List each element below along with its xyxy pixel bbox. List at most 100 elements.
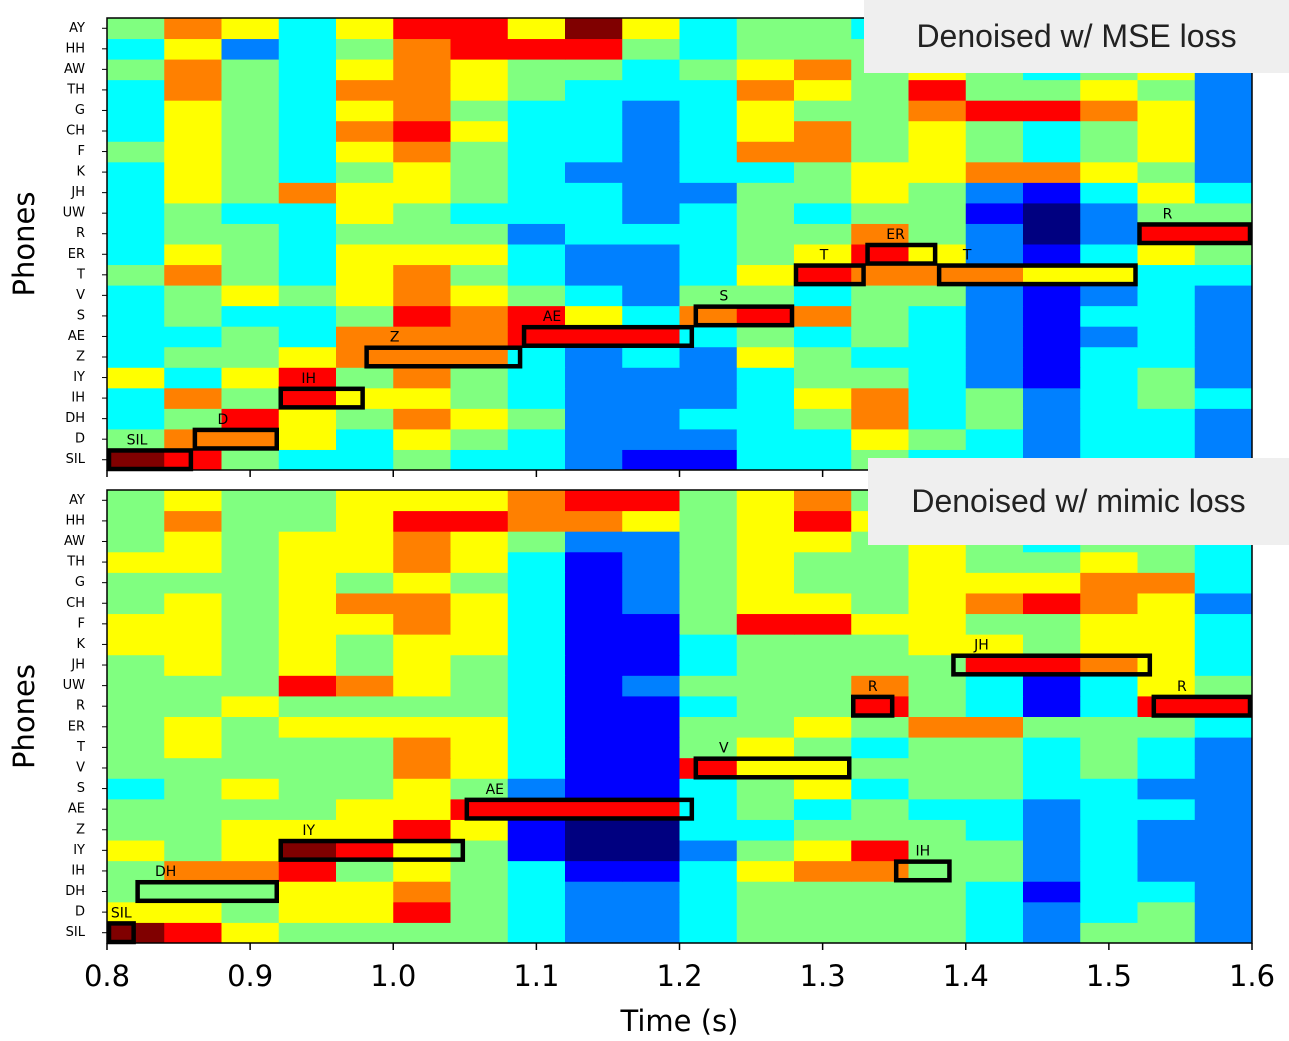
heat-cell [336, 38, 394, 60]
heat-cell [393, 264, 451, 286]
heat-cell [1137, 141, 1196, 163]
heat-cell [908, 881, 967, 903]
heat-cell [622, 695, 680, 717]
heat-cell [965, 305, 1024, 327]
heat-cell [1194, 346, 1253, 368]
heat-cell [565, 922, 623, 944]
y-tick-label: CH [66, 596, 85, 611]
heat-cell [107, 264, 165, 286]
heat-cell [393, 613, 451, 635]
heat-cell [1023, 716, 1081, 738]
heat-cell [450, 428, 509, 450]
heat-cell [278, 840, 337, 862]
heat-cell [565, 408, 623, 430]
heat-cell [164, 18, 222, 40]
x-tick-label: 0.8 [84, 959, 130, 993]
heat-cell [450, 634, 509, 656]
heat-cell [736, 38, 795, 60]
heat-cell [622, 141, 680, 163]
heat-cell [565, 490, 623, 512]
heat-cell [164, 922, 222, 944]
heat-cell [1194, 100, 1253, 122]
heat-cell [393, 285, 451, 307]
x-tick-label: 1.2 [656, 959, 702, 993]
heat-cell [1194, 264, 1253, 286]
heat-cell [221, 79, 280, 101]
y-tick-label: G [75, 575, 85, 590]
heat-cell [507, 285, 566, 307]
heat-cell [507, 634, 566, 656]
heat-cell [965, 202, 1024, 224]
heat-cell [336, 326, 394, 348]
heat-cell [221, 38, 280, 60]
heat-cell [1023, 613, 1081, 635]
heat-cell [622, 510, 680, 532]
heat-cell [565, 654, 623, 676]
heat-cell [1137, 551, 1196, 573]
heat-cell [164, 654, 222, 676]
heat-cell [679, 285, 738, 307]
heat-cell [851, 100, 909, 122]
heat-cell [393, 346, 451, 368]
heat-cell [393, 182, 451, 204]
heat-cell [1080, 326, 1138, 348]
heat-cell [107, 38, 165, 60]
heat-cell [622, 408, 680, 430]
heat-cell [965, 79, 1024, 101]
heat-cell [908, 716, 967, 738]
heat-cell [679, 244, 738, 266]
heat-cell [278, 798, 337, 820]
heat-cell [908, 326, 967, 348]
heat-cell [565, 79, 623, 101]
heat-cell [221, 860, 280, 882]
heat-cell [1023, 572, 1081, 594]
heat-cell [450, 161, 509, 183]
x-tick-label: 1.3 [800, 959, 846, 993]
segment-box [278, 838, 466, 862]
segment-box [893, 859, 952, 883]
heat-cell [221, 141, 280, 163]
heat-cell [336, 716, 394, 738]
heat-cell [393, 244, 451, 266]
heat-cell [1023, 141, 1081, 163]
heat-cell [794, 510, 852, 532]
heat-cell [965, 120, 1024, 142]
heat-cell [908, 757, 967, 779]
heat-cell [507, 244, 566, 266]
heat-cell [278, 551, 337, 573]
heat-cell [164, 572, 222, 594]
heat-cell [736, 654, 795, 676]
heat-cell [507, 798, 566, 820]
y-tick-label: AW [64, 62, 85, 77]
heat-cell [736, 592, 795, 615]
heat-cell [679, 860, 738, 882]
heat-cell [107, 182, 165, 204]
heat-cell [908, 346, 967, 368]
heat-cell [1023, 367, 1081, 389]
heat-cell [851, 737, 909, 759]
heat-cell [679, 778, 738, 800]
heat-cell [1194, 182, 1253, 204]
heat-cell [450, 551, 509, 573]
heat-cell [164, 59, 222, 81]
heat-cell [336, 100, 394, 122]
heat-cell [1080, 100, 1138, 122]
heat-cell [107, 490, 165, 512]
heat-cell [851, 161, 909, 183]
heatmap [107, 18, 1253, 471]
heat-cell [164, 161, 222, 183]
heat-cell [851, 141, 909, 163]
heat-cell [336, 737, 394, 759]
heat-cell [908, 387, 967, 409]
heat-cell [393, 387, 451, 409]
heat-cell [1080, 551, 1138, 573]
heat-cell [278, 367, 337, 389]
heat-cell [1080, 161, 1138, 183]
heat-cell [736, 428, 795, 450]
heat-cell [622, 285, 680, 307]
heat-cell [565, 141, 623, 163]
heat-cell [851, 551, 909, 573]
heat-cell [221, 264, 280, 286]
heat-cell [965, 798, 1024, 820]
